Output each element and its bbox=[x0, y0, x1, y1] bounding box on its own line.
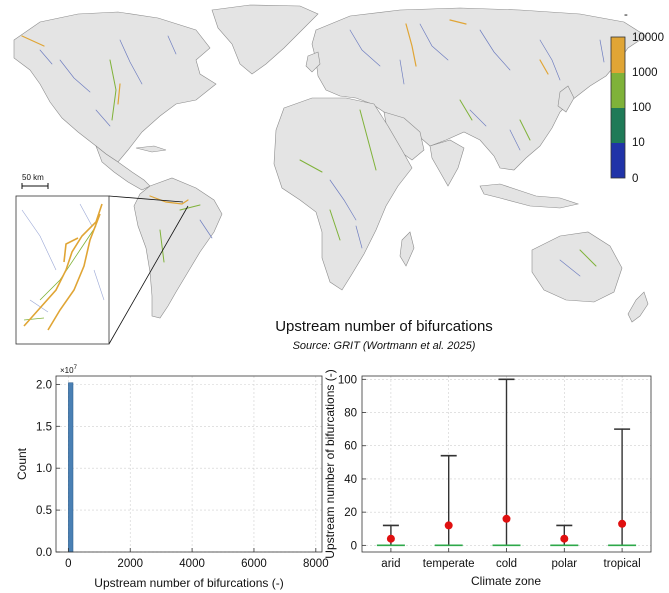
histogram-bars bbox=[68, 382, 74, 553]
histogram-panel: 0 2000 4000 6000 8000 0.0 0.5 1.0 1.5 2.0 ×107 U… bbox=[15, 365, 329, 590]
histogram-x-tick-label: 0 bbox=[65, 558, 71, 570]
climate-mean-point bbox=[618, 519, 627, 528]
climate-x-tick-label: tropical bbox=[604, 558, 641, 570]
histogram-x-tick-label: 8000 bbox=[303, 558, 329, 570]
climate-mean-point bbox=[386, 534, 395, 543]
histogram-y-tick-label: 1.5 bbox=[36, 421, 52, 433]
colorbar-frame bbox=[610, 36, 626, 179]
climate-y-tick-label: 40 bbox=[344, 474, 357, 486]
histogram-y-tick-label: 1.0 bbox=[36, 463, 52, 475]
climate-x-label: Climate zone bbox=[471, 574, 541, 588]
scale-bar-label: 50 km bbox=[22, 173, 44, 182]
colorbar-label-0: 0 bbox=[632, 173, 638, 185]
colorbar-swatch-2 bbox=[611, 73, 625, 108]
climate-x-tick-label: temperate bbox=[423, 558, 475, 570]
inset-connector-bottom bbox=[108, 205, 189, 345]
river-green bbox=[109, 59, 597, 267]
colorbar-label-100: 100 bbox=[632, 102, 651, 114]
land-british-isles bbox=[305, 51, 321, 73]
land-australia bbox=[531, 231, 623, 303]
climate-y-tick-label: 20 bbox=[344, 507, 357, 519]
colorbar-swatch-3 bbox=[611, 108, 625, 143]
inset-connector-top bbox=[108, 195, 184, 203]
map-source: Source: GRIT (Wortmann et al. 2025) bbox=[293, 340, 476, 352]
histogram-multiplier-base: ×10 bbox=[60, 366, 74, 375]
river-orange bbox=[21, 19, 549, 205]
climate-y-tick-label: 100 bbox=[338, 374, 357, 386]
histogram-x-ticks: 0 2000 4000 6000 8000 bbox=[65, 548, 329, 570]
climate-y-tick-label: 80 bbox=[344, 408, 357, 420]
histogram-multiplier: ×107 bbox=[60, 365, 78, 375]
climate-panel: arid temperate cold polar tropical 0 20 40 60 80… bbox=[323, 369, 652, 588]
climate-x-tick-label: arid bbox=[381, 558, 400, 570]
histogram-x-tick-label: 6000 bbox=[241, 558, 267, 570]
colorbar-swatch-4 bbox=[611, 143, 625, 178]
river-blue bbox=[39, 23, 605, 277]
histogram-y-tick-label: 2.0 bbox=[36, 379, 52, 391]
colorbar-label-10000: 10000 bbox=[632, 32, 664, 44]
climate-x-tick-label: polar bbox=[552, 558, 578, 570]
climate-y-tick-label: 0 bbox=[351, 540, 357, 552]
land-greenland bbox=[211, 4, 319, 75]
histogram-frame bbox=[55, 375, 323, 553]
histogram-y-tick-label: 0.5 bbox=[36, 505, 52, 517]
land-masses bbox=[13, 4, 649, 323]
climate-mean-point bbox=[444, 521, 453, 530]
histogram-y-label: Count bbox=[15, 447, 29, 480]
climate-x-tick-label: cold bbox=[496, 558, 517, 570]
land-africa bbox=[273, 97, 413, 291]
histogram-y-ticks: 0.0 0.5 1.0 1.5 2.0 bbox=[36, 379, 60, 559]
climate-mean-point bbox=[502, 514, 511, 523]
land-eurasia bbox=[311, 7, 647, 171]
colorbar-label-1000: 1000 bbox=[632, 67, 658, 79]
climate-mean-point bbox=[560, 534, 569, 543]
climate-x-ticks: arid temperate cold polar tropical bbox=[381, 548, 641, 570]
map-title: Upstream number of bifurcations bbox=[275, 318, 493, 335]
inset-frame bbox=[15, 195, 110, 345]
land-japan bbox=[557, 85, 575, 113]
land-india bbox=[429, 139, 465, 187]
land-indonesia bbox=[479, 183, 580, 209]
climate-y-label: Upstream number of bifurcations (-) bbox=[323, 369, 337, 558]
colorbar-swatch-1 bbox=[611, 37, 625, 73]
histogram-bar bbox=[68, 382, 74, 553]
climate-y-tick-label: 60 bbox=[344, 441, 357, 453]
inset-river-orange bbox=[23, 203, 103, 331]
scale-bar: 50 km bbox=[21, 173, 49, 189]
inset-river-green bbox=[23, 225, 97, 321]
climate-marks bbox=[376, 378, 637, 547]
land-madagascar bbox=[399, 231, 415, 267]
inset-river-blue bbox=[21, 203, 105, 313]
land-cuba bbox=[135, 145, 167, 153]
world-map: 50 km - 10000 1000 100 10 0 Upstream num… bbox=[13, 4, 664, 352]
colorbar: - 10000 1000 100 10 0 bbox=[610, 9, 664, 185]
histogram-x-tick-label: 2000 bbox=[117, 558, 143, 570]
land-south-america bbox=[133, 177, 223, 319]
histogram-x-label: Upstream number of bifurcations (-) bbox=[94, 576, 283, 590]
colorbar-top-mark: - bbox=[624, 9, 628, 21]
colorbar-label-10: 10 bbox=[632, 137, 645, 149]
histogram-multiplier-exponent: 7 bbox=[74, 365, 78, 371]
histogram-grid bbox=[56, 376, 322, 553]
land-new-zealand bbox=[627, 291, 649, 323]
river-network bbox=[21, 19, 605, 277]
amazon-inset bbox=[15, 195, 189, 345]
climate-y-ticks: 0 20 40 60 80 100 bbox=[338, 374, 366, 552]
histogram-y-tick-label: 0.0 bbox=[36, 547, 52, 559]
histogram-x-tick-label: 4000 bbox=[179, 558, 205, 570]
